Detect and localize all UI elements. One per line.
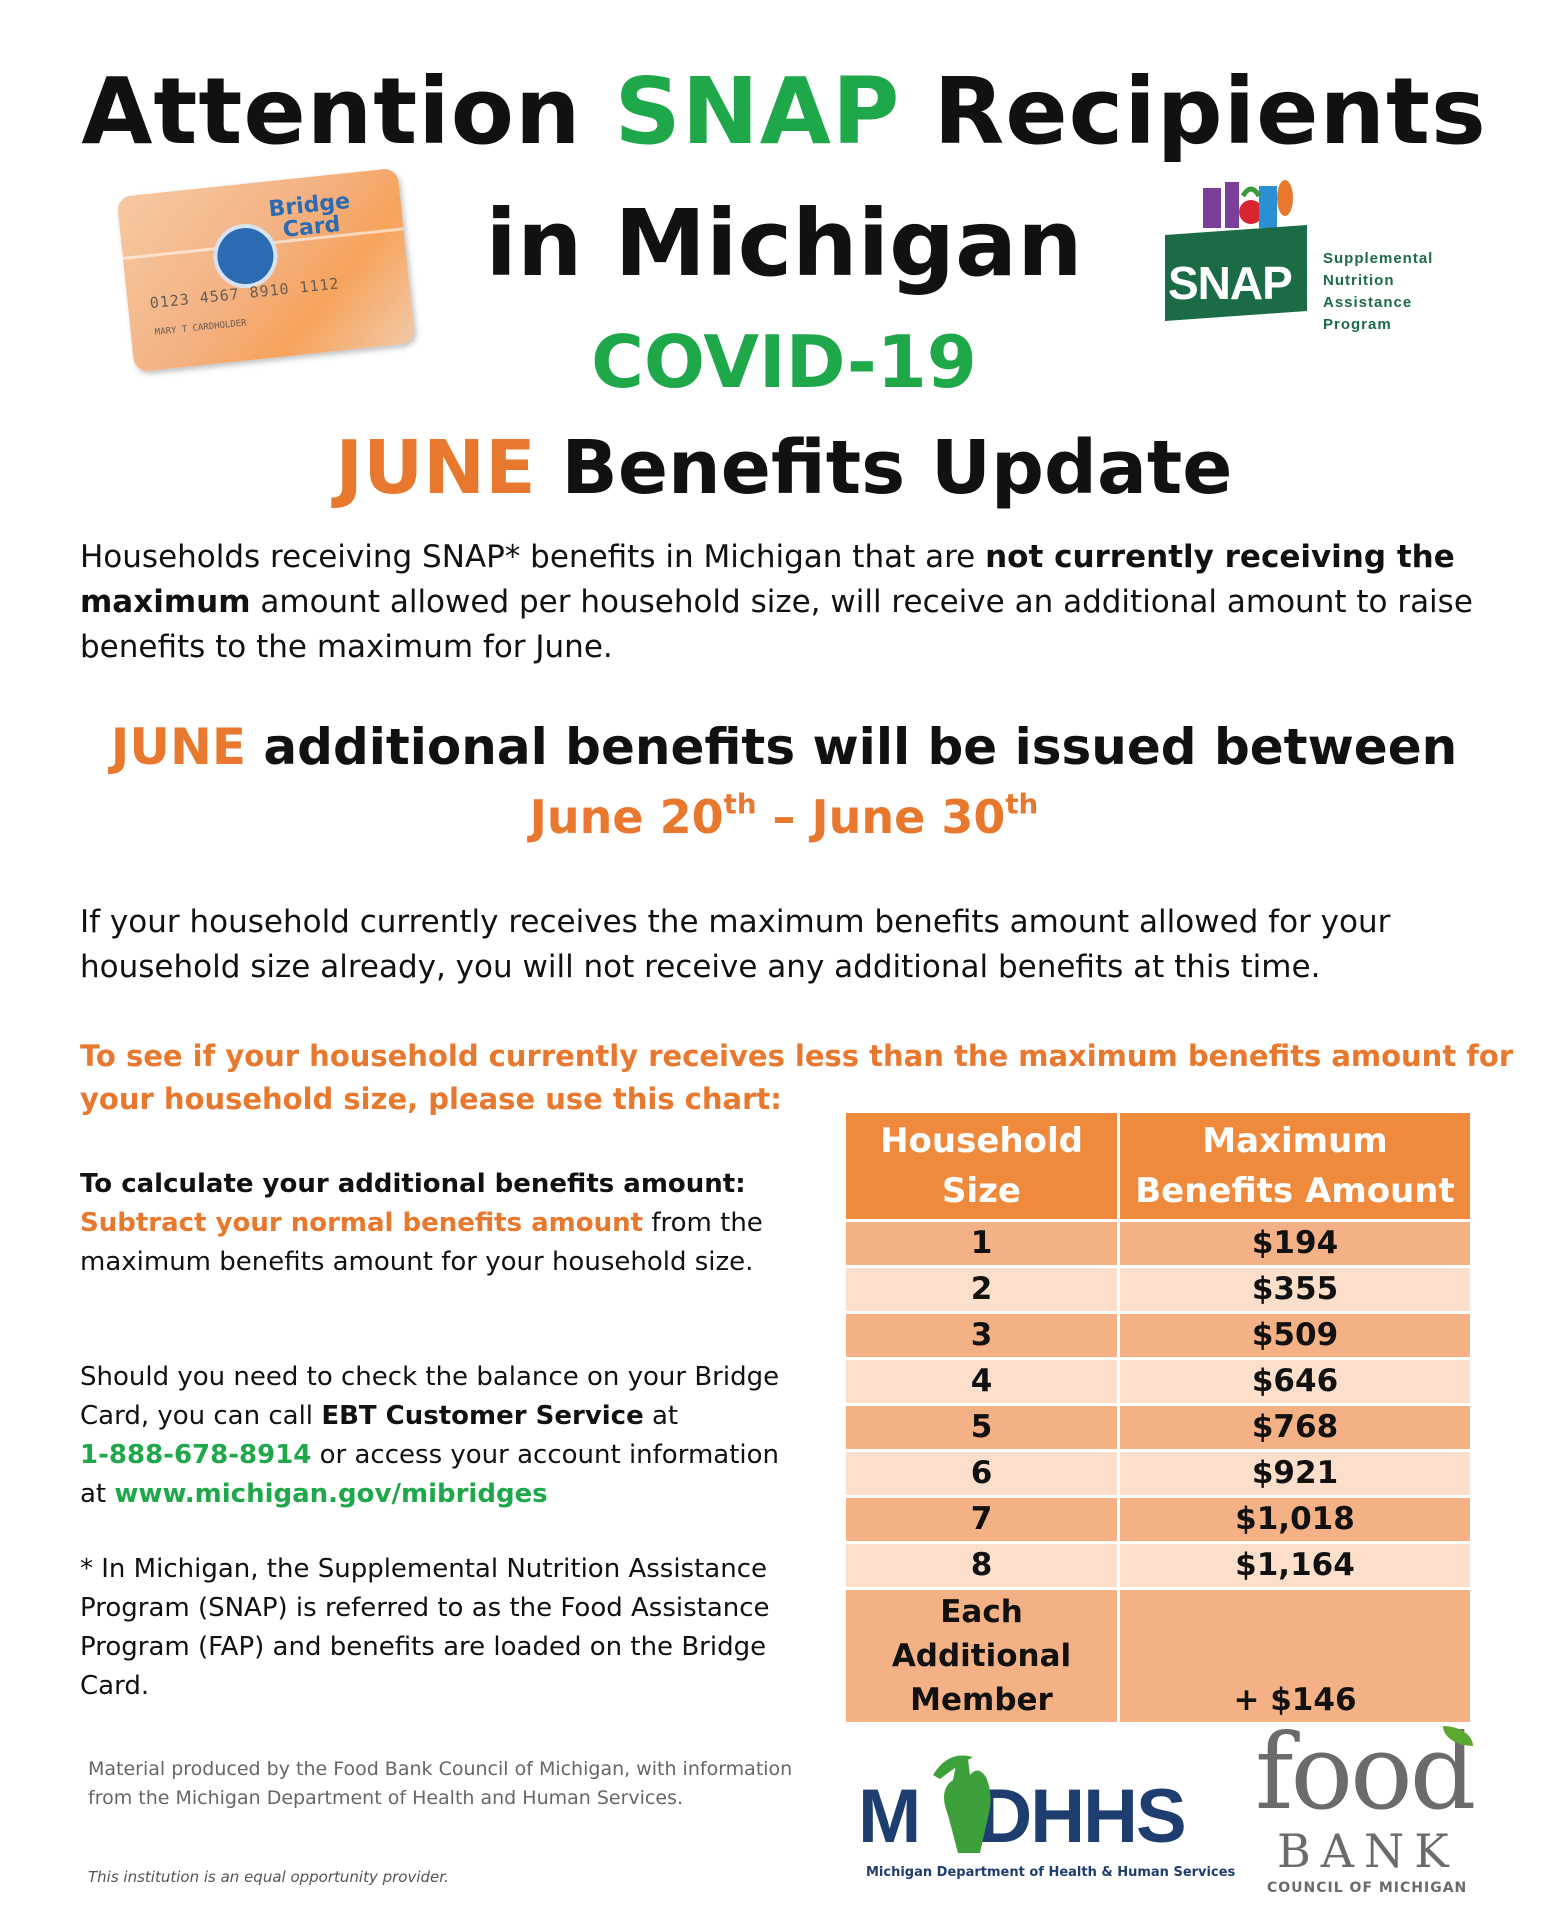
row-size: 3 <box>843 1311 1120 1360</box>
balance-info: Should you need to check the balance on … <box>80 1358 800 1514</box>
additional-line2: Member <box>910 1682 1053 1718</box>
mdhhs-letters: M DHHS <box>858 1773 1187 1860</box>
header-household-size: Household Size <box>843 1110 1120 1222</box>
title-attention: Attention <box>81 58 582 165</box>
issued-start-sup: th <box>723 787 757 821</box>
title-update: Benefits Update <box>561 425 1233 511</box>
calc-heading: To calculate your additional benefits am… <box>80 1169 746 1199</box>
mdhhs-letters-dhhs: DHHS <box>977 1774 1186 1859</box>
row-size: 2 <box>843 1265 1120 1314</box>
row-amount: $646 <box>1117 1357 1473 1406</box>
ebt-phone-link[interactable]: 1-888-678-8914 <box>80 1440 312 1470</box>
snap-sub-line3: Assistance <box>1323 294 1413 311</box>
table-header-row: Household Size Maximum Benefits Amount <box>843 1110 1473 1222</box>
row-additional-amount: + $146 <box>1117 1587 1473 1725</box>
header-amount-line2: Benefits Amount <box>1135 1171 1455 1211</box>
snap-logo: SNAP Supplemental Nutrition Assistance P… <box>1165 178 1475 338</box>
michigan-mitten-icon <box>933 1755 991 1853</box>
issued-heading: JUNE additional benefits will be issued … <box>0 718 1568 776</box>
table-row: 5 $768 <box>843 1403 1473 1452</box>
balance-text-3: or access your account information at <box>80 1440 780 1509</box>
card-holder: MARY T CARDHOLDER <box>154 318 248 338</box>
row-amount: $921 <box>1117 1449 1473 1498</box>
table-row: 6 $921 <box>843 1449 1473 1498</box>
row-additional-label: Each Additional Member <box>843 1587 1120 1725</box>
row-amount: $509 <box>1117 1311 1473 1360</box>
title-line-2: in Michigan <box>485 190 1083 297</box>
table-row-additional: Each Additional Member + $146 <box>843 1587 1473 1725</box>
mibridges-link[interactable]: www.michigan.gov/mibridges <box>114 1479 548 1509</box>
header-maximum-benefits: Maximum Benefits Amount <box>1117 1110 1473 1222</box>
row-amount: $1,018 <box>1117 1495 1473 1544</box>
title-month: JUNE <box>335 425 536 511</box>
header-size-line1: Household <box>880 1121 1083 1161</box>
issued-text: additional benefits will be issued betwe… <box>246 718 1458 776</box>
bridge-card-brand: Bridge Card <box>267 189 354 243</box>
foodbank-food: food <box>1255 1711 1476 1833</box>
table-row: 3 $509 <box>843 1311 1473 1360</box>
row-size: 8 <box>843 1541 1120 1590</box>
intro-paragraph: Households receiving SNAP* benefits in M… <box>80 535 1500 670</box>
benefits-table: Household Size Maximum Benefits Amount 1… <box>843 1110 1473 1725</box>
foodbank-council: COUNCIL OF MICHIGAN <box>1267 1880 1468 1896</box>
calc-highlight: Subtract your normal benefits amount <box>80 1208 644 1238</box>
row-amount: $355 <box>1117 1265 1473 1314</box>
snap-footnote: * In Michigan, the Supplemental Nutritio… <box>80 1554 770 1701</box>
calc-rest: from the maximum benefits amount for you… <box>80 1208 763 1277</box>
snap-logo-word: SNAP <box>1168 257 1293 309</box>
groceries-icon <box>1203 180 1293 228</box>
ebt-customer-service: EBT Customer Service <box>321 1401 644 1431</box>
snap-logo-subtitle: Supplemental Nutrition Assistance Progra… <box>1323 248 1433 336</box>
calculation-instructions: To calculate your additional benefits am… <box>80 1165 800 1282</box>
title-covid: COVID-19 <box>591 320 977 404</box>
snap-sub-line1: Supplemental <box>1323 250 1434 267</box>
issued-end-sup: th <box>1005 787 1039 821</box>
table-row: 8 $1,164 <box>843 1541 1473 1590</box>
bridge-card-image: Bridge Card 0123 4567 8910 1112 MARY T C… <box>116 167 416 373</box>
row-size: 7 <box>843 1495 1120 1544</box>
row-size: 5 <box>843 1403 1120 1452</box>
table-row: 4 $646 <box>843 1357 1473 1406</box>
snap-sub-line2: Nutrition <box>1323 272 1395 289</box>
balance-text-1: Should you need to check the balance on … <box>80 1362 780 1431</box>
title-line-1: Attention SNAP Recipients <box>0 58 1568 165</box>
row-size: 6 <box>843 1449 1120 1498</box>
row-size: 4 <box>843 1357 1120 1406</box>
header-size-line2: Size <box>942 1171 1021 1211</box>
mdhhs-caption: Michigan Department of Health & Human Se… <box>866 1865 1236 1880</box>
row-amount: $194 <box>1117 1219 1473 1268</box>
equal-opportunity: This institution is an equal opportunity… <box>88 1868 449 1886</box>
issued-dash: – <box>756 790 812 844</box>
additional-line1: Each Additional <box>891 1594 1072 1674</box>
issued-month: JUNE <box>110 718 247 776</box>
foodbank-logo: food BANK COUNCIL OF MICHIGAN <box>1255 1720 1505 1900</box>
mdhhs-logo: M DHHS Michigan Department of Health & Hu… <box>858 1745 1235 1895</box>
intro-bold: not currently receiving the maximum <box>80 539 1455 620</box>
issued-dates: June 20th – June 30th <box>0 790 1568 844</box>
header-amount-line1: Maximum <box>1202 1121 1388 1161</box>
chart-intro: To see if your household currently recei… <box>80 1039 1514 1116</box>
title-snap: SNAP <box>614 58 901 165</box>
material-credit: Material produced by the Food Bank Counc… <box>88 1758 793 1809</box>
foodbank-bank: BANK <box>1277 1824 1459 1878</box>
issued-start: June 20 <box>529 790 724 844</box>
intro-text-2: amount allowed per household size, will … <box>80 584 1473 665</box>
row-amount: $768 <box>1117 1403 1473 1452</box>
issued-end: June 30 <box>811 790 1006 844</box>
title-benefits-update: JUNE Benefits Update <box>0 425 1568 511</box>
maximum-note: If your household currently receives the… <box>80 904 1391 985</box>
table-row: 7 $1,018 <box>843 1495 1473 1544</box>
table-row: 1 $194 <box>843 1219 1473 1268</box>
balance-text-2: at <box>643 1401 679 1431</box>
title-recipients: Recipients <box>933 58 1487 165</box>
table-row: 2 $355 <box>843 1265 1473 1314</box>
intro-text-1: Households receiving SNAP* benefits in M… <box>80 539 986 575</box>
row-size: 1 <box>843 1219 1120 1268</box>
snap-sub-line4: Program <box>1323 316 1392 333</box>
mdhhs-letter-m: M <box>858 1774 921 1859</box>
row-amount: $1,164 <box>1117 1541 1473 1590</box>
